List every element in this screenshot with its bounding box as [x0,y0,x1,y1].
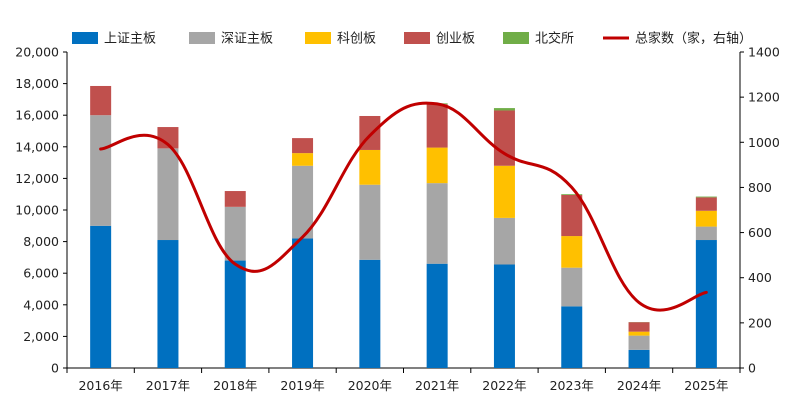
x-tick-label: 2016年 [78,378,122,393]
bars [90,85,717,368]
y-right-tick-label: 0 [748,361,756,376]
legend-label: 深证主板 [221,32,273,47]
bar-segment [628,335,650,350]
x-tick-label: 2022年 [482,378,526,393]
bar-segment [359,259,381,368]
y-right-tick-label: 1200 [748,90,780,105]
y-left-tick-label: 8,000 [23,234,59,249]
bar-segment [493,108,515,111]
legend-label: 科创板 [337,32,376,47]
bar-segment [292,238,314,368]
y-left-tick-label: 2,000 [23,329,59,344]
bar-segment [561,267,583,307]
y-right-tick-label: 400 [748,270,772,285]
y-left-tick-label: 12,000 [15,171,59,186]
legend-swatch [503,32,529,44]
bar-segment [561,194,583,195]
legend: 上证主板 深证主板 科创板 创业板 北交所 总家数（家，右轴） [72,31,752,47]
y-left-tick-label: 4,000 [23,297,59,312]
bar-segment [157,240,179,368]
y-left-tick-label: 16,000 [15,108,59,123]
bar-segment [695,226,717,241]
legend-swatch [189,32,215,44]
total-line [99,101,708,312]
bar-segment [628,322,650,332]
bar-segment [90,85,112,116]
y-right-tick-label: 600 [748,225,772,240]
y-left-tick-label: 18,000 [15,76,59,91]
y-left-tick-label: 14,000 [15,139,59,154]
bar-segment [695,196,717,198]
axes: 0 2,000 4,000 6,000 8,000 10,000 12,000 14,000 1… [15,45,780,394]
x-tick-label: 2017年 [146,378,190,393]
bar-segment [426,183,448,264]
bar-segment [561,194,583,237]
x-tick-label: 2018年 [213,378,257,393]
x-tick-label: 2020年 [348,378,392,393]
bar-segment [628,331,650,336]
y-left-tick-label: 6,000 [23,266,59,281]
bar-segment [224,260,246,368]
bar-segment [292,153,314,166]
bar-segment [561,236,583,268]
bar-segment [90,115,112,226]
x-tick-label: 2025年 [684,378,728,393]
y-left-tick-label: 20,000 [15,45,59,60]
bar-segment [695,240,717,368]
bar-segment [493,264,515,368]
bar-segment [426,104,448,148]
bar-segment [493,165,515,218]
bar-segment [359,149,381,185]
y-right-tick-label: 800 [748,180,772,195]
legend-label: 总家数（家，右轴） [635,31,752,47]
y-right-tick-label: 200 [748,315,772,330]
x-tick-label: 2019年 [280,378,324,393]
bar-segment [695,210,717,227]
y-left-tick-label: 10,000 [15,203,59,218]
bar-segment [224,206,246,261]
bar-segment [426,263,448,368]
total-line-path [99,101,708,312]
bar-segment [695,197,717,211]
legend-label: 上证主板 [104,32,156,47]
bar-segment [359,184,381,260]
bar-segment [493,217,515,265]
x-tick-label: 2021年 [415,378,459,393]
bar-segment [426,147,448,184]
bar-segment [628,349,650,368]
bar-segment [157,148,179,241]
x-tick-label: 2024年 [617,378,661,393]
bar-segment [224,191,246,207]
bar-segment [90,225,112,368]
bar-segment [561,306,583,368]
x-tick-label: 2023年 [550,378,594,393]
bar-segment [292,165,314,239]
legend-swatch [404,32,430,44]
legend-swatch [72,32,98,44]
y-left-tick-label: 0 [51,361,59,376]
bar-segment [157,127,179,149]
legend-swatch [305,32,331,44]
legend-label: 创业板 [436,32,475,47]
legend-label: 北交所 [535,31,574,47]
bar-segment [493,110,515,166]
y-right-tick-label: 1000 [748,135,780,150]
bar-segment [292,138,314,154]
y-right-tick-label: 1400 [748,45,780,60]
